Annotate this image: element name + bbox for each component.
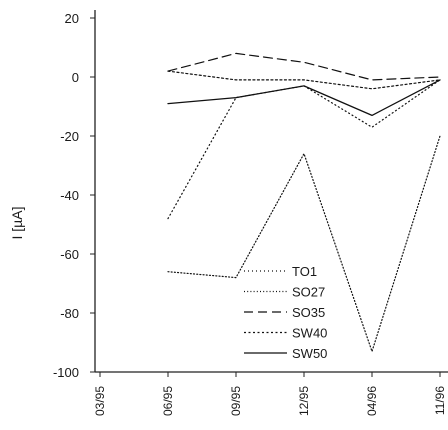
y-axis-label: I [µA] <box>9 207 25 240</box>
legend: TO1 SO27 SO35 SW40 SW50 <box>244 264 327 361</box>
legend-label-so27: SO27 <box>292 285 325 300</box>
y-axis-ticks: 20 0 -20 -40 -60 -80 -100 <box>53 11 95 380</box>
y-tick-label: -100 <box>53 365 79 380</box>
y-tick-label: 0 <box>72 70 79 85</box>
x-tick-label: 04/96 <box>365 386 379 416</box>
x-axis-ticks: 03/95 06/95 09/95 12/95 04/96 11/96 <box>93 372 447 416</box>
y-tick-label: 20 <box>65 11 79 26</box>
y-tick-label: -80 <box>60 306 79 321</box>
x-tick-label: 03/95 <box>93 386 107 416</box>
series-line-so27 <box>167 135 441 352</box>
series-line-sw50 <box>167 79 441 117</box>
series-line-sw40 <box>167 70 441 90</box>
legend-label-so35: SO35 <box>292 305 325 320</box>
legend-label-sw50: SW50 <box>292 346 327 361</box>
x-tick-label: 06/95 <box>161 386 175 416</box>
y-tick-label: -60 <box>60 247 79 262</box>
x-tick-label: 11/96 <box>433 386 447 415</box>
plot-area <box>167 52 441 352</box>
chart-axes <box>94 10 448 373</box>
x-tick-label: 12/95 <box>297 386 311 416</box>
x-tick-label: 09/95 <box>229 386 243 416</box>
y-tick-label: -40 <box>60 188 79 203</box>
legend-label-sw40: SW40 <box>292 326 327 341</box>
legend-label-to1: TO1 <box>292 264 317 279</box>
series-line-so35 <box>167 52 441 81</box>
y-tick-label: -20 <box>60 129 79 144</box>
